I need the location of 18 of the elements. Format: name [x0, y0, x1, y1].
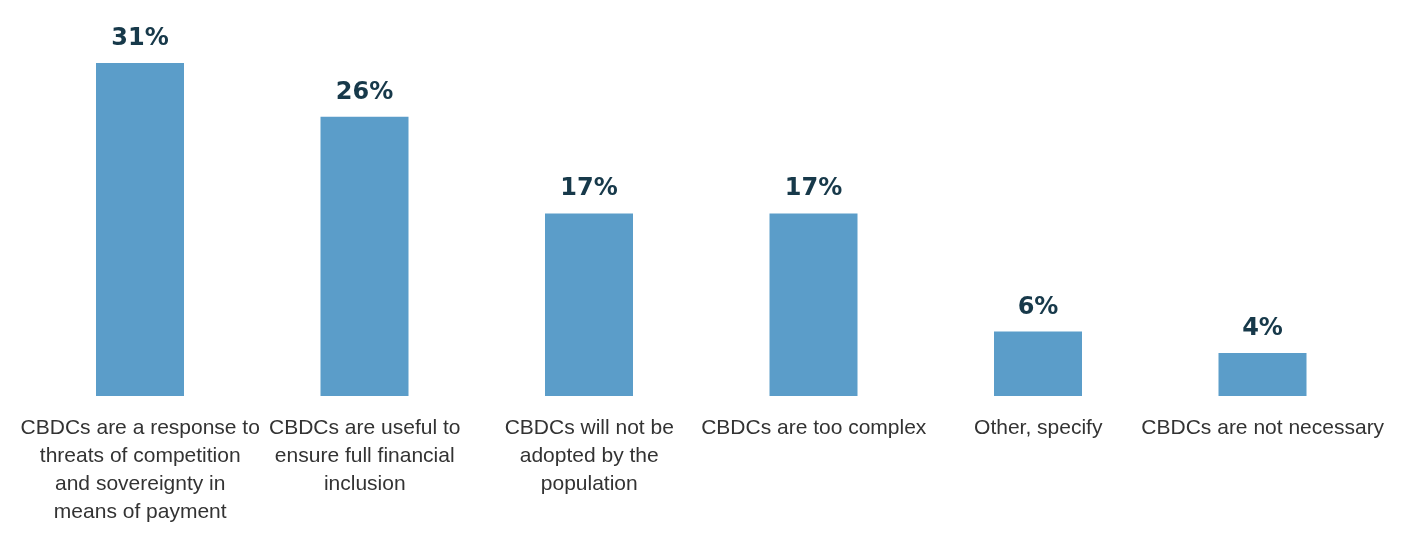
- bar: [1218, 353, 1307, 396]
- data-label: 6%: [1017, 291, 1059, 320]
- x-tick-label: CBDCs are a response to threats of competition and sovereignty in means of payment: [20, 415, 260, 522]
- data-label: 17%: [560, 173, 618, 202]
- x-tick-label: Other, specify: [974, 415, 1103, 438]
- data-label: 31%: [111, 23, 169, 51]
- x-tick-label: CBDCs are not necessary: [1141, 415, 1385, 438]
- data-label: 17%: [784, 173, 843, 202]
- x-tick-label: CBDCs will not be adopted by the population: [504, 415, 674, 494]
- bar: [320, 116, 409, 396]
- bar: [994, 331, 1082, 396]
- x-tick-label: CBDCs are too complex: [701, 415, 927, 438]
- bar: [769, 213, 858, 396]
- bar: [96, 63, 184, 396]
- data-label: 4%: [1242, 313, 1283, 342]
- bar: [545, 213, 633, 396]
- data-label: 26%: [335, 76, 394, 105]
- x-tick-label: CBDCs are useful to ensure full financial inclusion: [269, 415, 461, 494]
